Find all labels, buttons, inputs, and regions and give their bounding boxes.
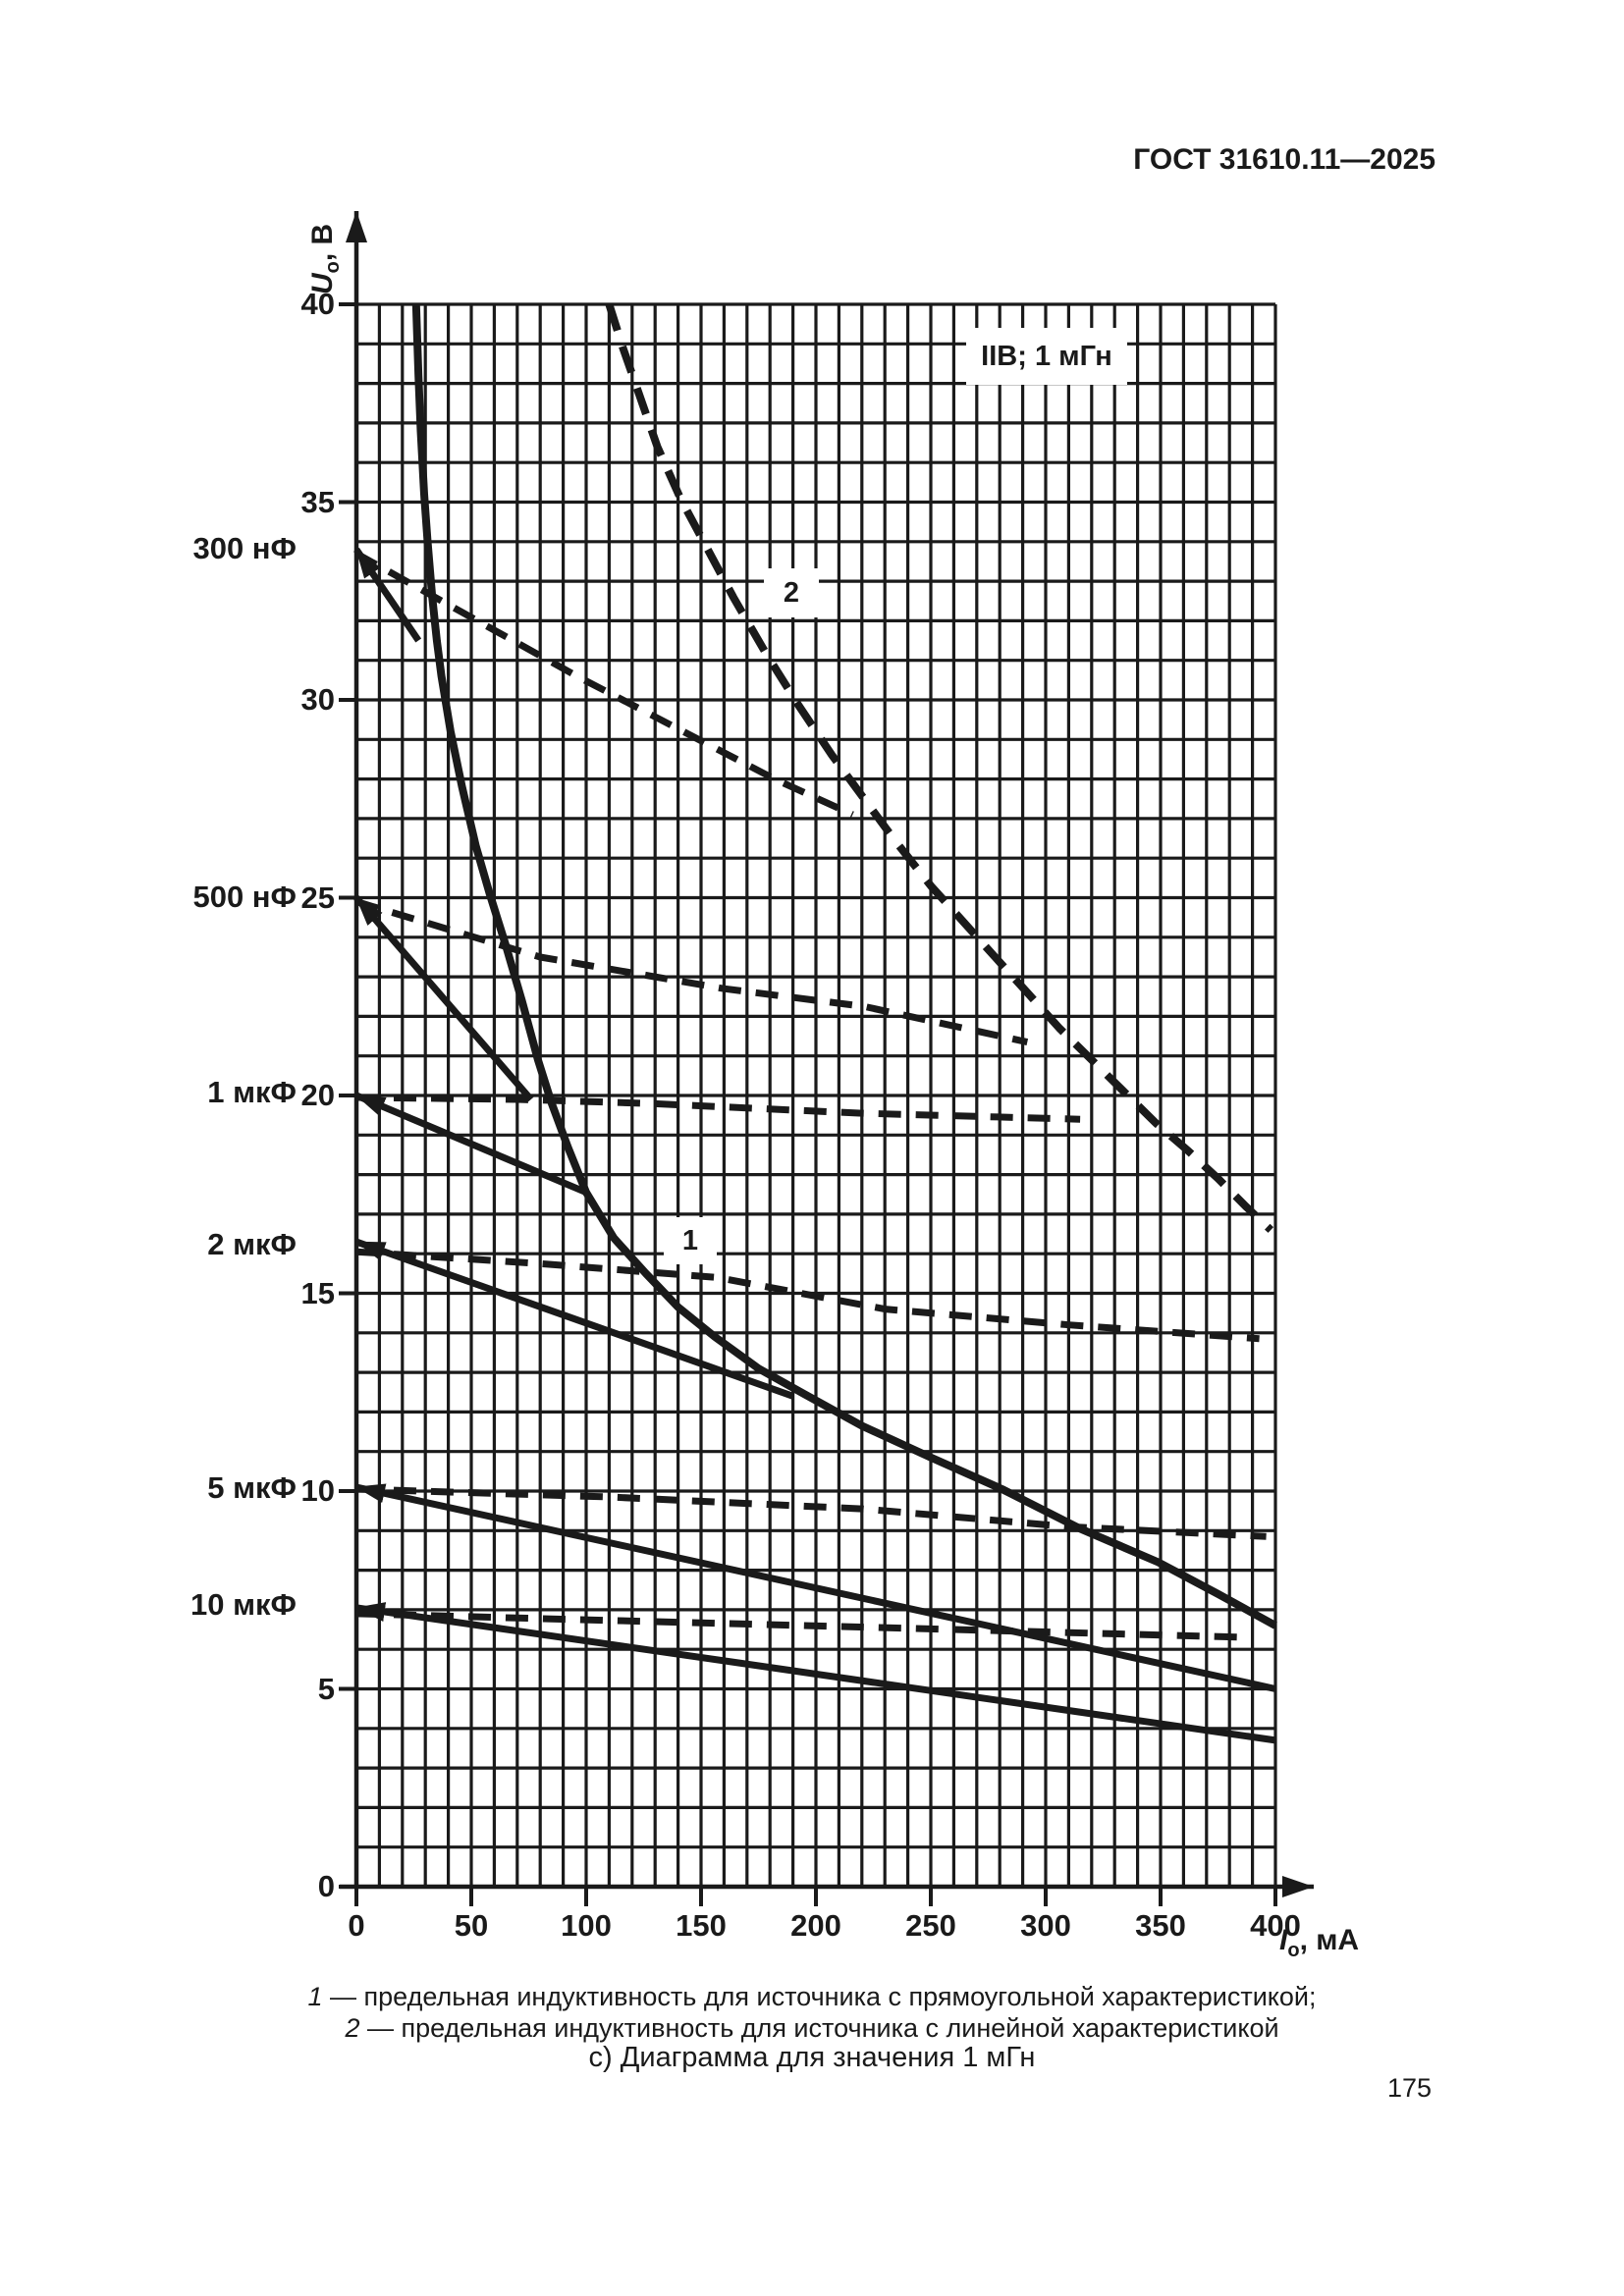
x-tick-label: 100 [561, 1908, 612, 1943]
legend-1-text: — предельная индуктивность для источника… [330, 1982, 1317, 2011]
x-tick-label: 350 [1135, 1908, 1186, 1943]
figure-caption: с) Диаграмма для значения 1 мГн [588, 2042, 1036, 2073]
document-header: ГОСТ 31610.11—2025 [1133, 143, 1435, 176]
legend-row-1: 1 — предельная индуктивность для источни… [0, 1979, 1624, 2014]
y-tick-label: 15 [300, 1275, 335, 1310]
legend-2-text: — предельная индуктивность для источника… [366, 2013, 1279, 2043]
grid [354, 302, 1277, 1889]
curve-c5u-dashed [355, 1485, 1267, 1540]
x-tick-label: 400 [1250, 1908, 1301, 1943]
y-axis-unit-text: , В [306, 223, 339, 262]
curve-c300n-solid [353, 547, 422, 643]
x-tick-label: 250 [905, 1908, 956, 1943]
curve-c300n-dashed [354, 550, 854, 819]
curve-c1u-solid [354, 1092, 588, 1196]
y-tick-label: 10 [300, 1473, 335, 1508]
y-tick-label: 25 [300, 880, 335, 915]
legend-1-number: 1 [307, 1982, 323, 2011]
x-tick-label: 50 [454, 1908, 489, 1943]
x-tick-label: 150 [676, 1908, 727, 1943]
axis-ticks [339, 302, 1277, 1906]
capacitance-label-10uF: 10 мкФ [189, 1587, 297, 1622]
x-axis-symbol: I [1279, 1924, 1288, 1956]
y-axis-subscript: o [322, 261, 344, 274]
curve-c5u-solid [355, 1483, 1276, 1692]
x-axis-title: Io, мА [1279, 1924, 1359, 1962]
y-tick-label: 35 [300, 484, 335, 519]
y-tick-label: 30 [300, 682, 335, 717]
condition-label: IIB; 1 мГн [966, 328, 1127, 385]
x-axis-unit-text: , мА [1299, 1924, 1360, 1956]
curve-c10u-solid [355, 1602, 1276, 1744]
curve-c1u-dashed [355, 1094, 1081, 1123]
curve-2 [605, 302, 1274, 1233]
curves [353, 302, 1277, 1744]
capacitance-label-500nF: 500 нФ [192, 880, 297, 914]
curve-c2u-solid [354, 1238, 794, 1400]
curve-c2u-dashed [355, 1248, 1260, 1343]
capacitance-label-300nF: 300 нФ [192, 531, 297, 565]
curve-1-label: 1 [664, 1217, 717, 1264]
x-tick-label: 0 [348, 1908, 365, 1943]
capacitance-label-1uF: 1 мкФ [207, 1075, 297, 1109]
curve-c500n-dashed [354, 898, 1029, 1046]
x-tick-label: 300 [1020, 1908, 1071, 1943]
page-number: 175 [1386, 2073, 1432, 2103]
y-tick-label: 40 [300, 287, 335, 321]
capacitance-label-5uF: 5 мкФ [207, 1470, 297, 1505]
curve-2-label: 2 [764, 568, 819, 617]
legend-row-2: 2 — предельная индуктивность для источни… [0, 2010, 1624, 2046]
curve-c500n-solid [353, 895, 534, 1102]
y-tick-label: 5 [317, 1671, 335, 1706]
y-tick-label: 0 [317, 1869, 335, 1903]
y-tick-label: 20 [300, 1078, 335, 1112]
capacitance-label-2uF: 2 мкФ [207, 1227, 297, 1261]
x-axis-subscript: o [1287, 1940, 1300, 1961]
curve-c10u-dashed [355, 1610, 1248, 1641]
legend-2-number: 2 [345, 2013, 360, 2043]
x-tick-label: 200 [790, 1908, 841, 1943]
